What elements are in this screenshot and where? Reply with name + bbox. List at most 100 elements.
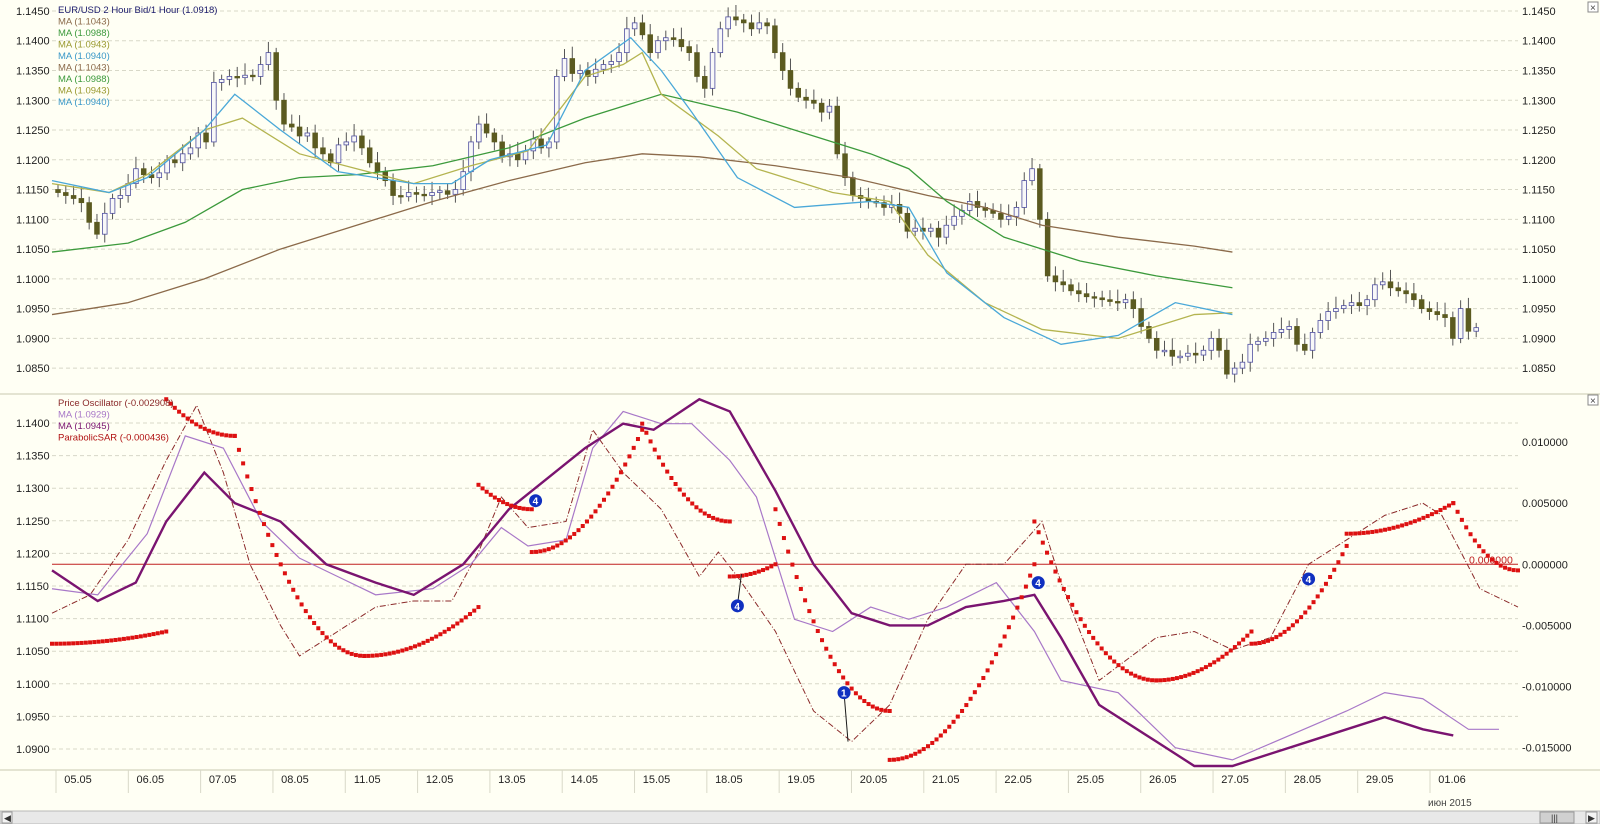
sar-dot xyxy=(618,470,623,475)
candle-down xyxy=(491,132,498,143)
candle-down xyxy=(63,192,69,196)
candle-up xyxy=(218,79,225,83)
close-icon: × xyxy=(1590,3,1596,14)
x-tick-label: 26.05 xyxy=(1149,774,1177,786)
sar-dot xyxy=(623,462,628,467)
sar-dot xyxy=(337,645,342,650)
candle-up xyxy=(1231,367,1238,375)
sar-dot xyxy=(421,640,426,645)
sar-dot xyxy=(105,638,110,643)
sar-dot xyxy=(1408,520,1413,525)
candle-up xyxy=(179,153,186,164)
candle-down xyxy=(740,19,747,24)
grip-icon: ||| xyxy=(1551,813,1558,823)
candle-down xyxy=(273,52,279,101)
sar-dot xyxy=(534,549,539,554)
sar-dot xyxy=(1141,676,1146,681)
osc-tick-label-left: 1.1150 xyxy=(16,581,49,593)
sar-dot xyxy=(690,501,695,506)
sar-dot xyxy=(172,405,177,410)
price-tick-label-right: 1.1300 xyxy=(1522,95,1556,107)
candle-up xyxy=(655,40,661,54)
candle-up xyxy=(109,198,116,214)
sar-dot xyxy=(396,649,401,654)
sar-dot xyxy=(955,714,960,719)
price-tick-label-left: 1.0900 xyxy=(16,333,50,345)
sar-dot xyxy=(476,605,481,610)
close-oscillator-panel-button[interactable] xyxy=(1587,394,1599,406)
sar-dot xyxy=(786,549,791,554)
sar-dot xyxy=(1323,581,1328,586)
price-tick-label-left: 1.1100 xyxy=(16,214,49,226)
sar-dot xyxy=(1015,605,1020,610)
sar-dot xyxy=(287,579,292,584)
sar-dot xyxy=(463,615,468,620)
osc-tick-label-right: -0.010000 xyxy=(1522,682,1572,694)
horizontal-scrollbar[interactable]: ◀ ||| ▶ xyxy=(0,810,1600,824)
sar-dot xyxy=(1438,508,1443,513)
sar-dot xyxy=(1274,635,1279,640)
candle-up xyxy=(226,76,233,80)
candle-down xyxy=(764,22,770,27)
sar-dot xyxy=(769,564,774,569)
candle-down xyxy=(1426,308,1433,312)
candle-up xyxy=(405,192,412,198)
sar-dot xyxy=(529,507,534,512)
sar-dot xyxy=(1490,557,1495,562)
candle-down xyxy=(678,39,685,48)
sar-dot xyxy=(900,756,905,761)
sar-dot xyxy=(513,504,518,509)
scroll-right-button[interactable] xyxy=(1585,811,1598,824)
candle-down xyxy=(998,212,1004,220)
candle-up xyxy=(133,168,139,184)
sar-dot xyxy=(291,587,296,592)
sar-dot xyxy=(88,640,93,645)
sar-dot xyxy=(1162,678,1167,683)
candle-down xyxy=(1052,275,1059,283)
sar-dot xyxy=(155,631,160,636)
sar-dot xyxy=(652,447,657,452)
scrollbar-track[interactable] xyxy=(0,810,1600,824)
price-tick-label-right: 1.1400 xyxy=(1522,36,1556,48)
sar-dot xyxy=(1303,610,1308,615)
sar-dot xyxy=(236,447,241,452)
sar-dot xyxy=(681,492,686,497)
sar-dot xyxy=(366,653,371,658)
close-icon: × xyxy=(1590,396,1596,407)
sar-dot xyxy=(1442,505,1447,510)
sar-dot xyxy=(1455,509,1460,514)
scrollbar-thumb[interactable] xyxy=(1539,811,1575,824)
candle-down xyxy=(312,132,318,149)
candle-up xyxy=(1333,308,1339,312)
x-tick-label: 01.06 xyxy=(1438,774,1466,786)
sar-dot xyxy=(862,699,867,704)
candle-up xyxy=(343,141,350,146)
event-marker xyxy=(1031,576,1045,590)
candle-down xyxy=(94,221,100,235)
sar-dot xyxy=(985,668,990,673)
sar-dot xyxy=(977,683,982,688)
sar-dot xyxy=(665,469,670,474)
sar-dot xyxy=(794,575,799,580)
sar-dot xyxy=(824,646,829,651)
candle-down xyxy=(1418,299,1425,310)
price-tick-label-right: 1.0850 xyxy=(1522,363,1556,375)
candle-down xyxy=(515,153,521,161)
candle-up xyxy=(1457,308,1464,339)
sar-dot xyxy=(542,548,547,553)
sar-dot xyxy=(1290,623,1295,628)
sar-dot xyxy=(383,652,388,657)
close-price-panel-button[interactable] xyxy=(1587,1,1599,13)
sar-dot xyxy=(1045,550,1050,555)
candle-down xyxy=(234,76,240,79)
sar-dot xyxy=(866,702,871,707)
sar-dot xyxy=(731,574,736,579)
sar-dot xyxy=(832,662,837,667)
sar-dot xyxy=(589,514,594,519)
sar-dot xyxy=(164,397,169,402)
candle-up xyxy=(725,16,731,30)
scroll-left-button[interactable] xyxy=(1,811,13,824)
price-tick-label-left: 1.1150 xyxy=(16,185,49,197)
sar-dot xyxy=(853,691,858,696)
sar-dot xyxy=(1087,630,1092,635)
